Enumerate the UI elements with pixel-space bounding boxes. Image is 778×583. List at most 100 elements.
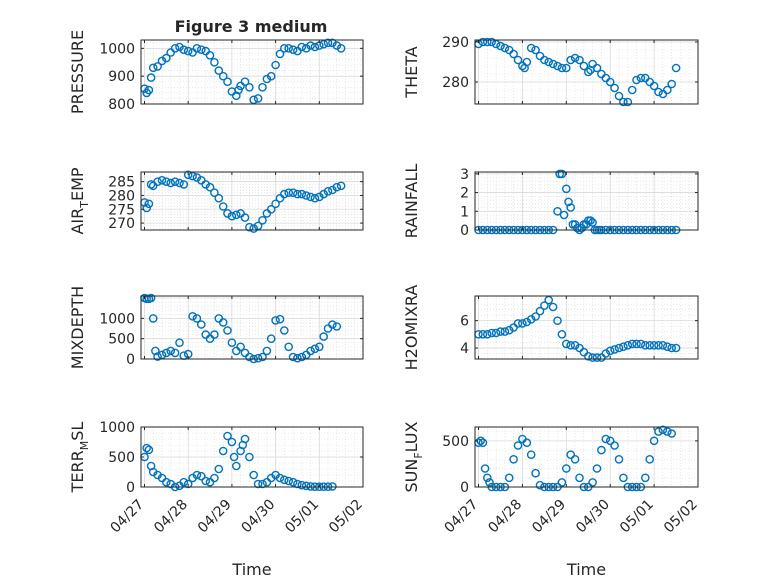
data-point (234, 85, 243, 95)
data-point (170, 44, 180, 53)
data-point (179, 180, 189, 189)
subplot-theta: 280 290 THETA (402, 35, 699, 107)
data-point (513, 319, 523, 328)
data-point (153, 352, 162, 361)
data-point (513, 441, 523, 450)
data-point (196, 45, 206, 55)
data-point (301, 191, 311, 200)
data-point (223, 77, 232, 86)
data-point (240, 77, 250, 86)
data-point (649, 340, 659, 350)
data-point (223, 326, 232, 335)
y-axis-label: H2OMIXRA (402, 285, 421, 371)
data-point (227, 437, 237, 447)
data-point (478, 329, 488, 339)
data-point (192, 44, 202, 53)
data-point (531, 468, 540, 478)
data-point (540, 55, 549, 65)
data-point (323, 186, 333, 196)
data-point (301, 481, 311, 491)
data-point (535, 480, 545, 490)
subplot-mixdepth: 0 500 1000 MIXDEPTH (68, 286, 364, 369)
data-point (487, 37, 497, 47)
y-tick-label: 275 (108, 202, 135, 218)
data-point (531, 312, 540, 321)
data-point (559, 210, 569, 220)
data-point (218, 318, 228, 327)
y-tick-label: 280 (108, 188, 135, 204)
data-point (570, 340, 580, 350)
data-point (142, 443, 151, 453)
data-point (245, 452, 254, 462)
data-point (636, 339, 646, 349)
data-point (310, 344, 320, 354)
data-point (482, 329, 492, 339)
data-point (584, 351, 593, 361)
y-axis-label: RAINFALL (402, 164, 421, 239)
data-point (610, 441, 619, 450)
data-point (275, 473, 285, 483)
data-point (328, 185, 337, 195)
data-point (271, 60, 280, 70)
data-point (601, 349, 611, 358)
axes-box (140, 39, 364, 105)
data-point (266, 71, 276, 81)
y-tick-label: 270 (108, 216, 135, 232)
data-point (253, 353, 263, 363)
axes-box (140, 171, 364, 231)
data-point (227, 211, 237, 221)
data-point (144, 445, 154, 455)
data-point (253, 479, 263, 489)
data-point (535, 306, 545, 316)
y-axis-label: THETA (402, 46, 421, 98)
data-point (293, 479, 302, 489)
data-point (218, 202, 228, 211)
data-point (482, 37, 492, 47)
data-point (253, 94, 263, 103)
y-axis-label: AIRTEMP (68, 167, 91, 234)
data-point (218, 446, 228, 456)
data-point (231, 210, 241, 220)
data-point (258, 83, 267, 92)
data-point (148, 63, 158, 73)
data-point (297, 42, 307, 52)
data-point (605, 346, 615, 356)
data-point (496, 327, 505, 336)
y-tick-label: 3 (460, 167, 469, 183)
data-point (310, 42, 320, 52)
data-point (249, 470, 258, 480)
data-point (667, 429, 677, 438)
y-tick-label: 0 (126, 480, 135, 496)
data-point (245, 352, 254, 362)
data-point (288, 45, 298, 55)
y-tick-label: 900 (108, 69, 135, 85)
data-point (231, 91, 241, 100)
data-points (474, 425, 677, 492)
data-point (175, 42, 184, 52)
data-point (166, 178, 175, 188)
data-point (306, 346, 315, 356)
data-point (663, 85, 672, 95)
data-point (332, 41, 342, 50)
data-point (570, 53, 580, 63)
data-point (588, 353, 597, 362)
y-tick-label: 500 (108, 332, 135, 348)
y-tick-label: 1000 (99, 420, 135, 436)
data-point (170, 348, 180, 358)
data-point (192, 314, 202, 323)
axes-box (474, 39, 699, 105)
data-point (575, 55, 584, 65)
data-point (487, 328, 497, 338)
data-points (140, 170, 346, 233)
data-point (553, 206, 562, 216)
data-point (649, 436, 659, 446)
data-point (557, 478, 567, 487)
data-point (192, 470, 202, 480)
data-point (310, 193, 320, 203)
data-point (249, 95, 258, 105)
y-tick-label: 0 (460, 223, 469, 239)
data-point (284, 342, 294, 352)
subplot-pressure: 800 900 1000 PRESSURE (68, 30, 364, 114)
data-point (562, 464, 571, 473)
